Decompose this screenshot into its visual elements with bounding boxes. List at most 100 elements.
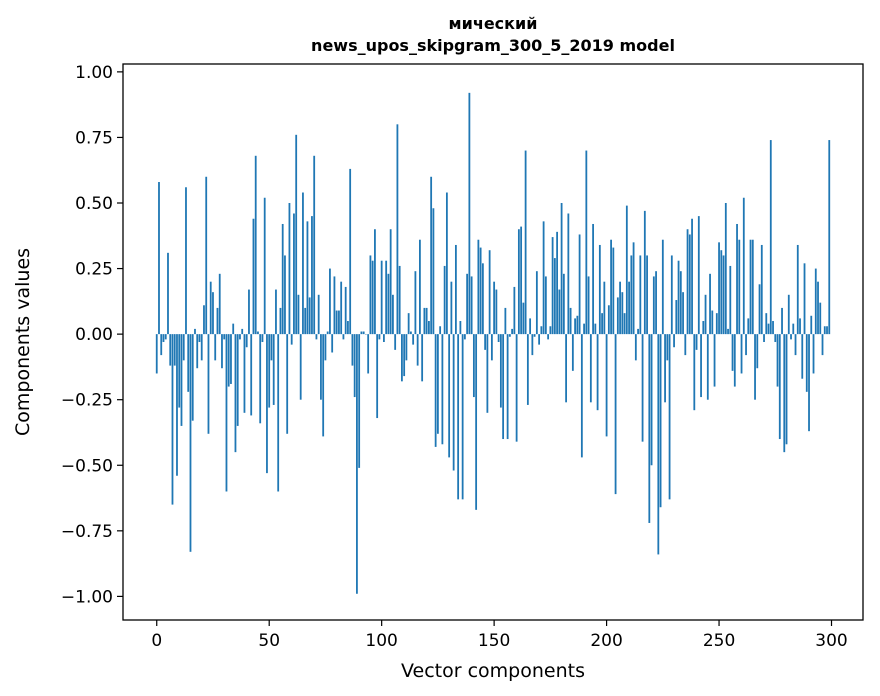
bar-18	[196, 334, 199, 369]
bar-62	[295, 134, 298, 335]
bar-145	[481, 263, 484, 335]
bar-72	[317, 294, 320, 335]
bar-13	[185, 187, 187, 335]
x-tick-label-150: 150	[478, 631, 510, 651]
bar-156	[506, 334, 509, 440]
bar-240	[695, 334, 698, 350]
bar-278	[781, 307, 783, 335]
bar-140	[470, 276, 473, 335]
bar-86	[349, 168, 352, 335]
bar-194	[592, 223, 594, 335]
bar-185	[571, 334, 574, 371]
bar-295	[819, 302, 822, 335]
bar-184	[569, 307, 572, 335]
bar-96	[371, 260, 374, 335]
bar-130	[448, 334, 451, 458]
bar-290	[808, 334, 810, 432]
bar-291	[810, 315, 813, 335]
bar-281	[787, 294, 790, 335]
y-axis-label: Components values	[12, 248, 34, 436]
bar-230	[673, 334, 675, 348]
bar-264	[749, 239, 752, 335]
bar-19	[198, 334, 201, 342]
bar-8	[173, 334, 176, 366]
bar-239	[693, 334, 696, 411]
bar-165	[526, 334, 529, 405]
bar-103	[387, 273, 390, 335]
bar-53	[275, 289, 277, 335]
y-tick-label-2: 0.50	[75, 194, 113, 214]
bar-101	[383, 334, 385, 342]
bar-46	[259, 334, 262, 424]
bar-276	[776, 334, 779, 387]
bar-298	[826, 326, 828, 335]
y-tick-label-8: −1.00	[61, 587, 113, 607]
bar-208	[623, 313, 626, 335]
bar-59	[288, 203, 291, 335]
bar-172	[542, 221, 545, 335]
bar-74	[322, 334, 325, 437]
bar-98	[376, 334, 379, 419]
bar-154	[502, 334, 505, 440]
bar-246	[709, 273, 711, 335]
bar-47	[261, 334, 264, 342]
bar-257	[733, 334, 736, 387]
bar-231	[675, 300, 678, 335]
bar-274	[772, 321, 774, 335]
plot-frame	[122, 63, 864, 621]
bar-89	[356, 334, 358, 594]
bar-202	[610, 239, 612, 335]
bar-106	[394, 334, 397, 350]
bar-150	[493, 281, 496, 335]
bar-12	[182, 334, 185, 361]
bar-233	[679, 271, 682, 335]
bar-256	[731, 334, 734, 371]
bar-197	[598, 244, 601, 335]
bar-30	[223, 334, 226, 340]
bar-252	[722, 255, 725, 335]
bar-15	[189, 334, 192, 552]
bar-20	[200, 334, 203, 361]
bar-225	[661, 239, 664, 335]
bar-226	[664, 334, 666, 403]
y-tick-label-7: −0.75	[61, 522, 113, 542]
bar-100	[380, 260, 383, 335]
bar-163	[522, 302, 525, 335]
bar-205	[616, 297, 619, 335]
bar-14	[187, 334, 190, 392]
bar-131	[450, 281, 453, 335]
bar-270	[763, 334, 765, 342]
bar-162	[520, 226, 523, 335]
bar-3	[162, 334, 165, 342]
bar-206	[619, 281, 621, 335]
bar-55	[279, 307, 282, 335]
bar-222	[655, 271, 657, 335]
bar-200	[605, 334, 608, 437]
bar-138	[466, 273, 469, 335]
bar-71	[315, 334, 318, 340]
bar-115	[414, 271, 417, 335]
bar-114	[412, 334, 415, 345]
bar-213	[634, 334, 637, 361]
bar-0	[155, 334, 158, 374]
bar-61	[293, 213, 295, 335]
bar-253	[724, 203, 727, 335]
bar-16	[191, 334, 194, 421]
bar-44	[254, 155, 257, 335]
bar-109	[401, 334, 403, 382]
bar-91	[360, 331, 363, 335]
bar-203	[612, 247, 615, 335]
bar-118	[421, 334, 424, 382]
bar-282	[790, 334, 792, 340]
bar-149	[490, 334, 493, 361]
bar-285	[796, 244, 799, 335]
bar-28	[218, 273, 221, 335]
bar-238	[691, 218, 693, 335]
bar-6	[169, 334, 172, 366]
bar-234	[682, 292, 684, 335]
bar-209	[625, 205, 628, 335]
x-tick-label-200: 200	[590, 631, 622, 651]
bar-268	[758, 284, 761, 335]
bar-38	[241, 328, 244, 335]
